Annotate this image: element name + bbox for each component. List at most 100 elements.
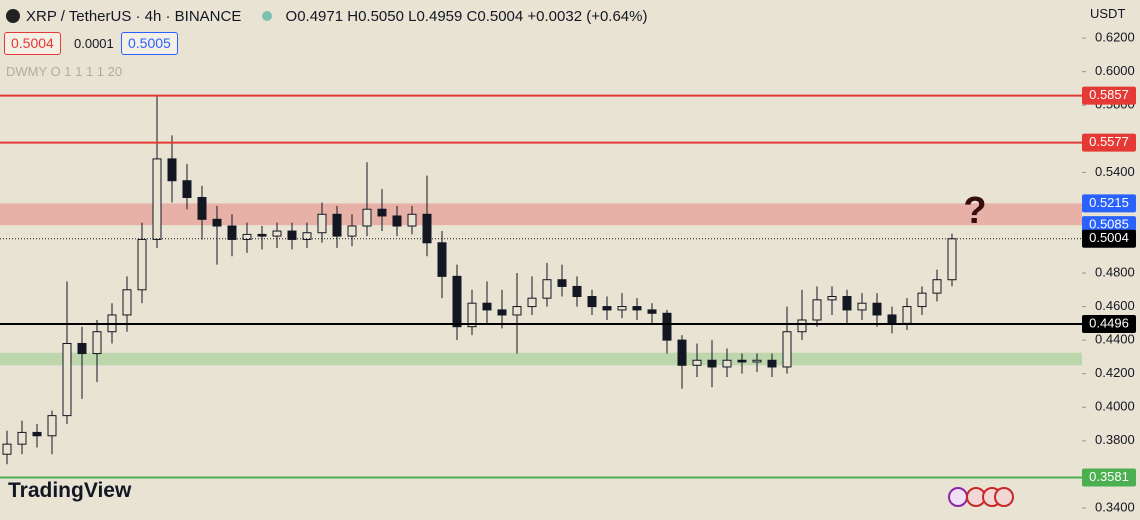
candle-body [857,302,867,311]
candle-body [197,196,207,220]
candle-body [632,306,642,311]
candle-body [167,158,177,182]
candle-body [62,342,72,417]
candle-body [347,225,357,237]
candle-body [797,319,807,333]
candle-body [872,302,882,316]
candle-body [497,309,507,316]
candle-body [2,443,12,455]
logo: TradingView [8,479,132,502]
candle-body [557,279,567,287]
candle-body [212,218,222,227]
candle-body [92,331,102,355]
price-tag-label: 0.5577 [1089,134,1129,149]
candle-body [332,213,342,237]
price-tag-label: 0.5857 [1089,87,1129,102]
candle-body [932,279,942,294]
price-tag-label: 0.5215 [1089,195,1129,210]
annotation: ? [963,190,986,232]
candle-body [527,297,537,308]
candle-body [902,306,912,324]
candle-body [737,359,747,363]
candle-body [572,285,582,297]
price-tag-label: 0.4496 [1089,315,1129,330]
candle-body [422,213,432,244]
price-tag [1082,86,1136,105]
candle-body [392,215,402,227]
candle-body [362,208,372,227]
candle-body [77,342,87,355]
y-tick-label: 0.4200 [1095,365,1135,380]
candle-body [917,292,927,308]
candle-body [752,359,762,363]
bid-box[interactable]: 0.5004 [4,32,61,55]
ohlc: O0.4971 H0.5050 L0.4959 C0.5004 +0.0032 … [285,8,648,25]
price-tag [1082,229,1136,248]
candle-body [587,295,597,308]
candle-body [482,302,492,311]
status-dot [261,11,272,21]
y-tick-label: 0.4600 [1095,298,1135,313]
candle-body [662,312,672,341]
candle-body [137,238,147,291]
zone [0,203,1082,226]
candle-body [692,359,702,366]
y-tick-label: 0.4000 [1095,399,1135,414]
candle-body [827,295,837,301]
symbol-row: XRP / TetherUS · 4h · BINANCE O0.4971 H0… [6,8,647,25]
candle-body [887,314,897,324]
candle-body [722,359,732,368]
candle-body [452,275,462,328]
candle-body [17,431,27,445]
candle-body [647,309,657,314]
indicator: DWMY O 1 1 1 1 20 [6,64,123,79]
symbol-icon [6,9,20,23]
price-tag-label: 0.3581 [1089,469,1129,484]
candle-body [437,242,447,277]
candle-body [707,359,717,368]
candle-body [602,306,612,311]
candle-body [182,180,192,198]
candle-body [842,295,852,311]
candle-body [767,359,777,368]
y-tick-label: 0.5400 [1095,164,1135,179]
price-tag [1082,194,1136,213]
candle-body [287,230,297,240]
y-tick-label: 0.6000 [1095,63,1135,78]
candle-body [467,302,477,328]
candle-body [782,331,792,368]
price-tag [1082,133,1136,152]
ask-box[interactable]: 0.5005 [121,32,178,55]
badge-icon [948,487,968,507]
candle-body [272,230,282,237]
badge-icon [994,487,1014,507]
y-tick-label: 0.3800 [1095,432,1135,447]
y-tick-label: 0.4800 [1095,264,1135,279]
candle-body [407,213,417,227]
currency[interactable]: USDT [1090,6,1126,21]
price-tag [1082,315,1136,334]
y-tick-label: 0.3400 [1095,499,1135,514]
candle-body [542,279,552,299]
candle-body [617,306,627,311]
candle-body [947,238,957,281]
candle-body [227,225,237,240]
price-tag [1082,468,1136,487]
candle-body [122,289,132,316]
candle-body [377,208,387,217]
candle-body [257,233,267,237]
zone [0,352,1082,366]
candle-body [317,213,327,234]
y-tick-label: 0.6200 [1095,30,1135,45]
candle-body [302,232,312,240]
symbol: XRP / TetherUS · 4h · BINANCE [26,8,242,25]
price-tag-label: 0.5085 [1089,217,1129,232]
y-tick-label: 0.4400 [1095,332,1135,347]
spread: 0.0001 [74,36,114,51]
candle-body [512,306,522,316]
price-tag [1082,216,1136,235]
candle-body [32,431,42,437]
candle-body [812,299,822,321]
candle-body [152,158,162,240]
